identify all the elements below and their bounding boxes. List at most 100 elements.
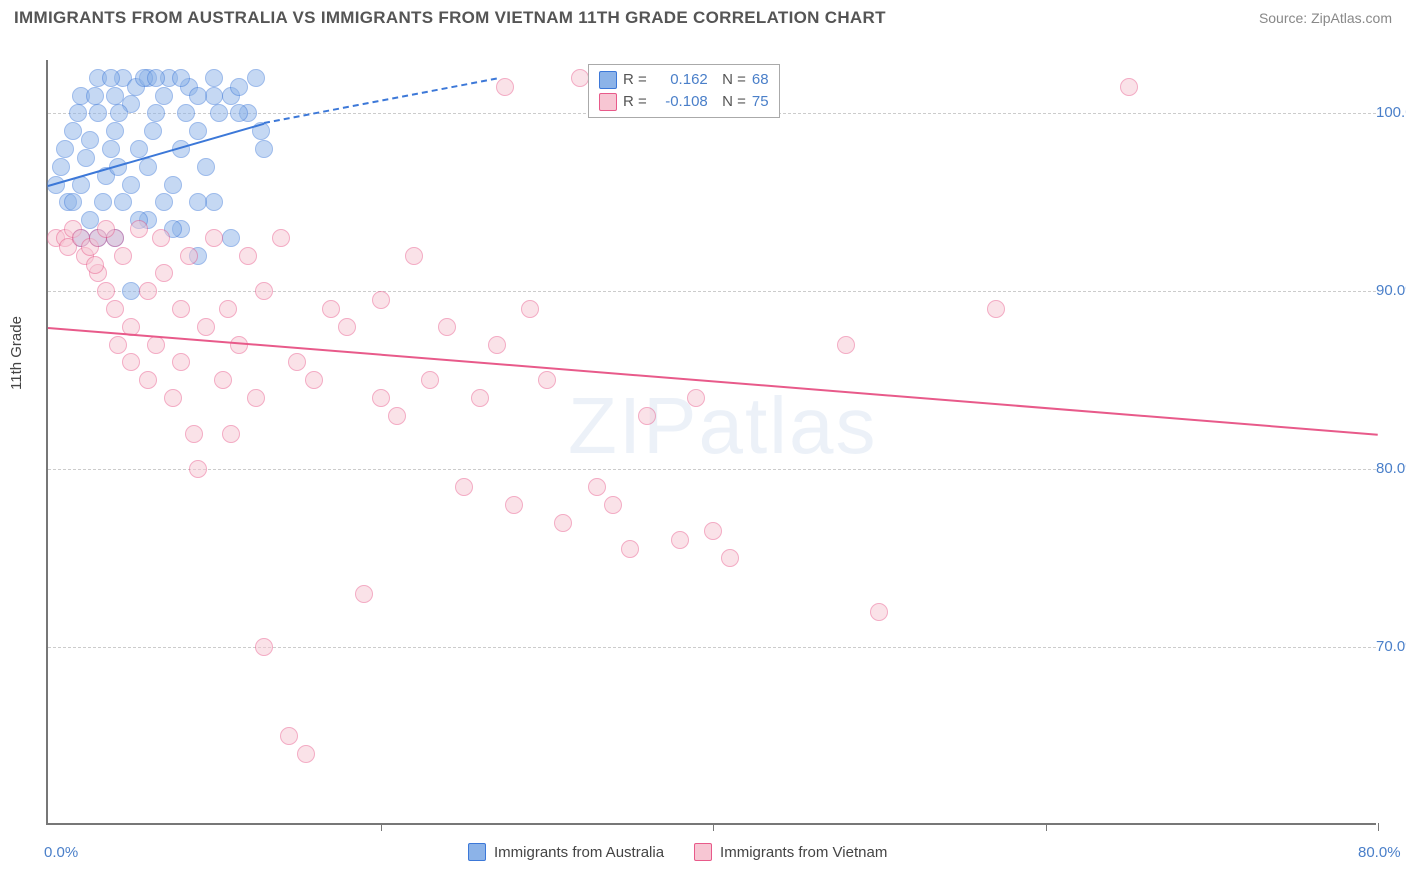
source-label: Source: ZipAtlas.com: [1259, 10, 1392, 26]
scatter-point: [106, 87, 124, 105]
legend-n-label: N =: [714, 69, 746, 91]
scatter-point: [197, 158, 215, 176]
scatter-point: [255, 638, 273, 656]
scatter-point: [987, 300, 1005, 318]
scatter-point: [64, 193, 82, 211]
scatter-point: [205, 87, 223, 105]
scatter-point: [288, 353, 306, 371]
scatter-point: [97, 282, 115, 300]
scatter-point: [102, 140, 120, 158]
scatter-point: [106, 122, 124, 140]
scatter-point: [870, 603, 888, 621]
scatter-point: [621, 540, 639, 558]
legend-n-value: 68: [752, 69, 769, 91]
scatter-point: [372, 389, 390, 407]
legend-n-value: 75: [752, 91, 769, 113]
scatter-point: [538, 371, 556, 389]
legend-row: R = 0.162 N = 68: [599, 69, 769, 91]
scatter-point: [172, 353, 190, 371]
chart-title: IMMIGRANTS FROM AUSTRALIA VS IMMIGRANTS …: [14, 8, 886, 28]
scatter-point: [255, 140, 273, 158]
gridline-h: [48, 469, 1376, 470]
scatter-point: [189, 460, 207, 478]
scatter-point: [405, 247, 423, 265]
legend-n-label: N =: [714, 91, 746, 113]
scatter-point: [144, 122, 162, 140]
y-tick-label: 100.0%: [1376, 104, 1406, 121]
x-tick-mark: [1046, 823, 1047, 831]
scatter-point: [297, 745, 315, 763]
scatter-point: [52, 158, 70, 176]
scatter-point: [355, 585, 373, 603]
scatter-point: [102, 69, 120, 87]
scatter-point: [272, 229, 290, 247]
scatter-point: [177, 104, 195, 122]
scatter-point: [77, 149, 95, 167]
scatter-point: [438, 318, 456, 336]
scatter-point: [155, 193, 173, 211]
legend-swatch: [468, 843, 486, 861]
scatter-point: [64, 122, 82, 140]
legend-swatch: [694, 843, 712, 861]
scatter-point: [721, 549, 739, 567]
scatter-point: [687, 389, 705, 407]
scatter-point: [488, 336, 506, 354]
gridline-h: [48, 647, 1376, 648]
scatter-point: [189, 87, 207, 105]
scatter-point: [421, 371, 439, 389]
scatter-point: [571, 69, 589, 87]
scatter-point: [106, 300, 124, 318]
scatter-point: [205, 229, 223, 247]
scatter-point: [219, 300, 237, 318]
scatter-point: [94, 193, 112, 211]
y-axis-label: 11th Grade: [8, 316, 25, 390]
scatter-point: [230, 104, 248, 122]
legend-row: R = -0.108 N = 75: [599, 91, 769, 113]
scatter-point: [214, 371, 232, 389]
scatter-point: [554, 514, 572, 532]
scatter-point: [81, 131, 99, 149]
scatter-point: [86, 87, 104, 105]
scatter-point: [255, 282, 273, 300]
scatter-point: [322, 300, 340, 318]
scatter-point: [110, 104, 128, 122]
scatter-point: [130, 220, 148, 238]
legend-r-label: R =: [623, 69, 647, 91]
correlation-legend: R = 0.162 N = 68R = -0.108 N = 75: [588, 64, 780, 118]
scatter-point: [97, 220, 115, 238]
scatter-point: [471, 389, 489, 407]
y-tick-label: 70.0%: [1376, 638, 1406, 655]
scatter-point: [122, 176, 140, 194]
scatter-point: [147, 336, 165, 354]
scatter-point: [155, 87, 173, 105]
x-tick-label: 0.0%: [44, 844, 78, 861]
scatter-point: [164, 389, 182, 407]
x-tick-mark: [1378, 823, 1379, 831]
scatter-point: [172, 300, 190, 318]
scatter-point: [185, 425, 203, 443]
scatter-point: [139, 371, 157, 389]
legend-swatch: [599, 93, 617, 111]
scatter-point: [114, 247, 132, 265]
legend-r-value: 0.162: [653, 69, 708, 91]
scatter-point: [86, 256, 104, 274]
scatter-point: [152, 229, 170, 247]
regression-line: [48, 327, 1378, 436]
scatter-point: [338, 318, 356, 336]
scatter-point: [89, 104, 107, 122]
scatter-point: [505, 496, 523, 514]
series-name: Immigrants from Vietnam: [720, 844, 887, 861]
scatter-point: [496, 78, 514, 96]
scatter-point: [247, 69, 265, 87]
x-tick-mark: [713, 823, 714, 831]
scatter-point: [147, 69, 165, 87]
series-name: Immigrants from Australia: [494, 844, 664, 861]
x-tick-mark: [381, 823, 382, 831]
scatter-point: [172, 69, 190, 87]
scatter-point: [1120, 78, 1138, 96]
scatter-point: [189, 122, 207, 140]
scatter-point: [189, 193, 207, 211]
scatter-point: [180, 247, 198, 265]
scatter-point: [81, 211, 99, 229]
scatter-point: [155, 264, 173, 282]
